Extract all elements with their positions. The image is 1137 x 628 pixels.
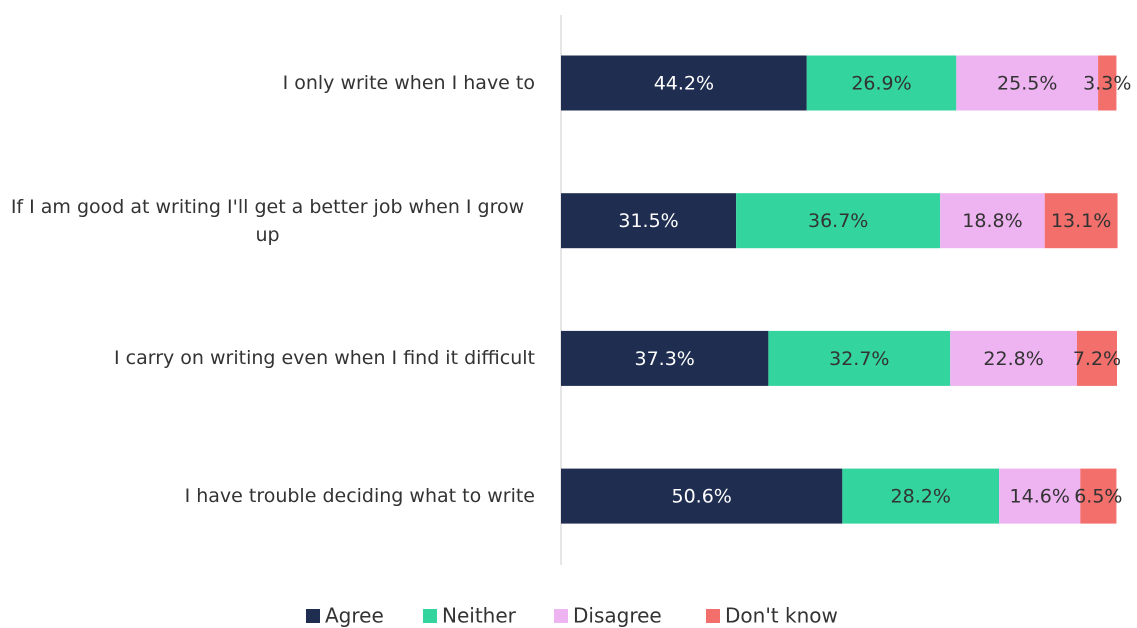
bar-segment: [1076, 330, 1117, 386]
data-label: 32.7%: [829, 348, 889, 370]
data-label: 36.7%: [808, 210, 868, 232]
data-label: 26.9%: [851, 73, 911, 95]
bar-segment: [736, 193, 941, 249]
data-label: 13.1%: [1051, 210, 1111, 232]
category-text: If I am good at writing I'll get a bette…: [10, 195, 525, 246]
bar-segment: [999, 468, 1081, 524]
data-label: 7.2%: [1073, 348, 1121, 370]
bar-segment: [950, 330, 1077, 386]
legend-label: Agree: [325, 604, 384, 628]
bar-segment: [561, 330, 769, 386]
category-label: I carry on writing even when I find it d…: [0, 344, 535, 372]
bar-segment: [806, 55, 957, 111]
bar-segment: [561, 468, 843, 524]
legend-swatch: [554, 609, 568, 623]
category-label: I have trouble deciding what to write: [0, 482, 535, 510]
category-text: I have trouble deciding what to write: [184, 485, 535, 508]
data-label: 3.3%: [1083, 73, 1131, 95]
data-label: 25.5%: [997, 73, 1057, 95]
data-label: 31.5%: [618, 210, 678, 232]
data-label: 44.2%: [654, 73, 714, 95]
legend-label: Neither: [442, 604, 517, 628]
data-label: 6.5%: [1074, 486, 1122, 508]
legend-swatch: [706, 609, 720, 623]
legend-label: Don't know: [725, 604, 838, 628]
legend-swatch: [423, 609, 437, 623]
bar-segment: [1080, 468, 1117, 524]
data-label: 28.2%: [891, 486, 951, 508]
bar-segment: [561, 55, 807, 111]
bar-segment: [956, 55, 1099, 111]
category-label: I only write when I have to: [0, 69, 535, 97]
data-label: 50.6%: [671, 486, 731, 508]
bar-segment: [768, 330, 951, 386]
bar-segment: [1044, 193, 1118, 249]
category-text: I carry on writing even when I find it d…: [113, 347, 535, 370]
data-label: 18.8%: [962, 210, 1022, 232]
data-label: 22.8%: [983, 348, 1043, 370]
bar-segment: [561, 193, 737, 249]
legend-swatch: [306, 609, 320, 623]
category-text: I only write when I have to: [282, 72, 535, 94]
bar-segment: [940, 193, 1045, 249]
legend-label: Disagree: [573, 604, 662, 628]
data-label: 14.6%: [1010, 486, 1070, 508]
bar-segment: [1098, 55, 1117, 111]
data-label: 37.3%: [635, 348, 695, 370]
bar-segment: [842, 468, 1000, 524]
category-label: If I am good at writing I'll get a bette…: [0, 193, 535, 249]
